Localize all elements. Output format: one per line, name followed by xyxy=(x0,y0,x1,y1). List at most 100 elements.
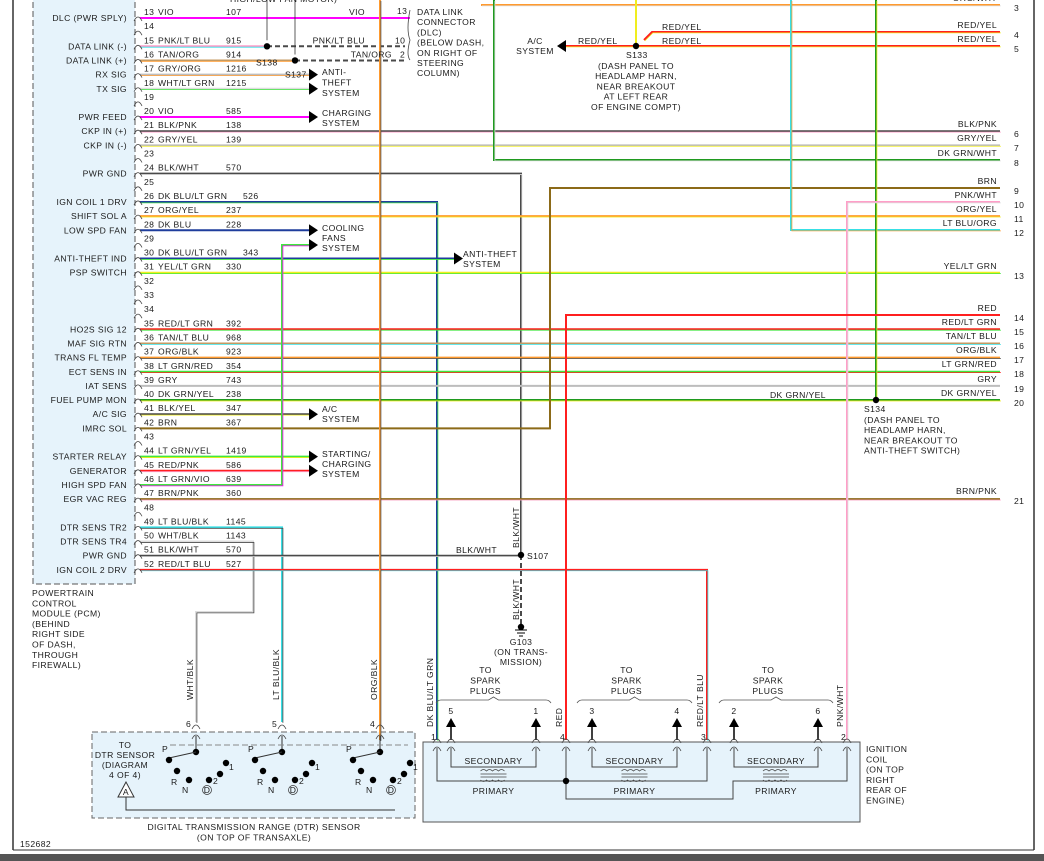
right-pin-number: 9 xyxy=(1014,186,1019,196)
splice-description: ANTI-THEFT SWITCH) xyxy=(864,446,960,456)
circuit-number: 1419 xyxy=(226,446,247,456)
pin-number: 6 xyxy=(186,719,191,729)
pin-number: 36 xyxy=(144,332,154,342)
wire-pin-22 xyxy=(140,144,1001,147)
wire-right-4 xyxy=(643,31,1001,42)
primary-label: PRIMARY xyxy=(614,786,656,796)
circuit-number: 585 xyxy=(226,106,242,116)
connector-terminal xyxy=(133,370,143,375)
circuit-number: 228 xyxy=(226,219,242,229)
wire-color-label: DK BLU xyxy=(158,219,191,229)
switch-contact xyxy=(173,767,181,775)
switch-contact xyxy=(406,759,414,767)
dtr-sensor-box xyxy=(91,731,416,819)
ground-description: (ON TRANS- xyxy=(494,647,548,657)
connector-terminal xyxy=(133,426,143,432)
circuit-number: 586 xyxy=(226,460,242,470)
switch-contact xyxy=(349,756,357,764)
pin-number: 51 xyxy=(144,545,154,555)
arrow-right-icon xyxy=(309,224,318,237)
dlc-title: (BELOW DASH, xyxy=(417,38,484,48)
wire-color-label: RED xyxy=(554,708,564,727)
wire-pin-16 xyxy=(140,59,296,62)
ignition-coil-title: (ON TOP xyxy=(866,765,904,775)
right-pin-number: 5 xyxy=(1014,44,1019,54)
dtr-title: DIGITAL TRANSMISSION RANGE (DTR) SENSOR xyxy=(147,822,360,832)
ground-dot xyxy=(517,623,525,631)
pin-number: 48 xyxy=(144,502,154,512)
switch-contact xyxy=(291,776,299,784)
ignition-coil-title: REAR OF xyxy=(866,785,907,795)
pin-number: 47 xyxy=(144,488,154,498)
connector-terminal xyxy=(672,746,682,752)
switch-contact xyxy=(369,776,377,784)
circuit-number: 526 xyxy=(243,191,259,201)
wire-color-label: PNK/WHT xyxy=(835,684,845,727)
pin-number: 30 xyxy=(144,248,154,258)
wire-color-label: GRY xyxy=(158,375,178,385)
wire-color-label: RED/LT GRN xyxy=(942,317,997,327)
connector-terminal xyxy=(277,734,287,740)
circuit-number: 238 xyxy=(226,389,242,399)
circuit-number: 743 xyxy=(226,375,242,385)
destination-label: CHARGING xyxy=(322,108,372,118)
switch-contact xyxy=(357,767,365,775)
circuit-number: 639 xyxy=(226,474,242,484)
switch-contact xyxy=(216,770,224,778)
wire-pin-21 xyxy=(140,130,1001,133)
junction-dot xyxy=(562,777,570,785)
right-pin-number: 18 xyxy=(1014,369,1024,379)
arrow-right-icon xyxy=(309,68,318,81)
circuit-number: 1215 xyxy=(226,78,247,88)
destination-label: ANTI- xyxy=(322,67,346,77)
switch-contact xyxy=(205,776,213,784)
arrow-right-icon xyxy=(309,111,318,124)
pcm-pin-function: ANTI-THEFT IND xyxy=(54,254,127,264)
connector-terminal xyxy=(133,299,143,305)
circuit-number: 107 xyxy=(226,7,242,17)
pin-number: 43 xyxy=(144,432,154,442)
circuit-number: 138 xyxy=(226,120,242,130)
wire-pin-44 xyxy=(140,455,311,458)
pcm-pin-function: LOW SPD FAN xyxy=(64,225,127,235)
primary-label: PRIMARY xyxy=(473,786,515,796)
dtr-reference: DTR SENSOR xyxy=(95,750,155,760)
right-pin-number: 7 xyxy=(1014,143,1019,153)
circuit-number: 1145 xyxy=(226,516,246,526)
spark-plugs-label: SPARK xyxy=(611,676,642,686)
connector-terminal xyxy=(133,101,143,107)
position-label: P xyxy=(162,744,168,754)
wire-ac xyxy=(565,45,637,48)
wire-color-label: RED/LT GRN xyxy=(158,318,213,328)
splice-label: S133 xyxy=(626,50,648,60)
dlc-title: DATA LINK xyxy=(417,7,463,17)
splice-label: S107 xyxy=(527,551,549,561)
reference-symbol: A xyxy=(123,787,129,797)
wire-color-label: RED/LT BLU xyxy=(158,559,211,569)
connector-terminal xyxy=(133,158,143,163)
arrow-right-icon xyxy=(454,252,463,265)
arrow-up-icon xyxy=(813,718,823,727)
right-pin-number: 8 xyxy=(1014,158,1019,168)
pin-number: 28 xyxy=(144,219,154,229)
arrow-right-icon xyxy=(309,464,318,477)
wire-right-5 xyxy=(636,45,1001,48)
wire-color-label: RED/LT BLU xyxy=(695,674,705,727)
connector-terminal xyxy=(133,214,143,220)
pcm-title: OF DASH, xyxy=(32,640,76,650)
connector-terminal xyxy=(133,313,143,319)
wire-color-label: RED/YEL xyxy=(957,20,997,30)
destination-label: ANTI-THEFT xyxy=(463,249,517,259)
destination-label: SYSTEM xyxy=(322,414,360,424)
right-pin-number: 20 xyxy=(1014,398,1024,408)
connector-terminal xyxy=(842,738,852,744)
secondary-label: SECONDARY xyxy=(747,756,805,766)
connector-terminal xyxy=(133,327,143,333)
wire-color-label: DK GRN/YEL xyxy=(158,389,214,399)
pcm-pin-function: IMRC SOL xyxy=(82,423,127,433)
position-label: 1 xyxy=(315,762,320,772)
position-label: R xyxy=(171,777,178,787)
connector-terminal xyxy=(133,412,143,418)
connector-terminal xyxy=(191,724,201,730)
connector-terminal xyxy=(432,746,442,752)
